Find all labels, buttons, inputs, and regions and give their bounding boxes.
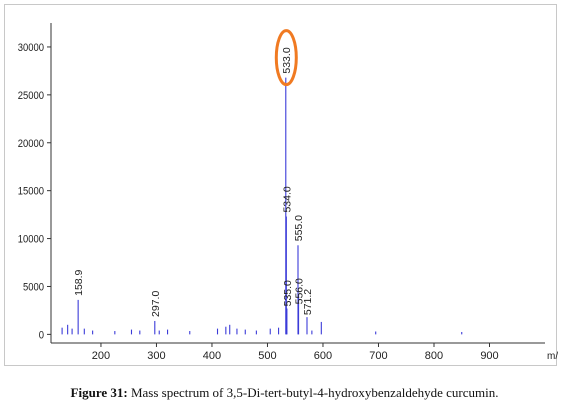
- x-tick-label: 500: [258, 350, 276, 362]
- x-tick-label: 800: [425, 350, 443, 362]
- chart-frame: 0 5000 10000 15000 20000 25000 30000 200 300 400 5…: [4, 4, 558, 366]
- x-tick-label: 200: [92, 350, 110, 362]
- y-tick-label: 20000: [18, 138, 45, 150]
- x-tick-label: 400: [203, 350, 221, 362]
- peak-label: 571.2: [302, 289, 314, 315]
- y-tick-label: 25000: [18, 90, 45, 102]
- caption-label: Figure 31:: [70, 385, 128, 400]
- axes: 0 5000 10000 15000 20000 25000 30000 200 300 400 5…: [18, 23, 558, 362]
- x-tick-label: 300: [147, 350, 165, 362]
- y-tick-label: 5000: [23, 282, 44, 294]
- x-axis-title: m/z: [547, 351, 558, 362]
- highlight-ring: [274, 29, 298, 87]
- x-tick-label: 600: [314, 350, 332, 362]
- y-tick-label: 0: [39, 330, 45, 342]
- peak-label: 534.0: [281, 186, 293, 212]
- y-tick-label: 15000: [18, 186, 45, 198]
- x-tick-label: 900: [480, 350, 498, 362]
- peak-label: 297.0: [150, 291, 162, 317]
- peak-label: 535.0: [282, 280, 294, 306]
- peak-label: 555.0: [293, 215, 305, 241]
- mass-spectrum-chart: 0 5000 10000 15000 20000 25000 30000 200 300 400 5…: [18, 23, 558, 362]
- figure-caption: Figure 31: Mass spectrum of 3,5-Di-tert-…: [0, 385, 569, 401]
- peak-label: 533.0: [281, 47, 293, 73]
- y-tick-label: 30000: [18, 42, 45, 54]
- peak-label: 556.0: [294, 278, 306, 304]
- peak-label: 158.9: [73, 269, 85, 295]
- caption-text: Mass spectrum of 3,5-Di-tert-butyl-4-hyd…: [127, 385, 499, 400]
- spectrum-lines: [61, 77, 463, 335]
- highlight-group: [274, 29, 298, 87]
- y-tick-label: 10000: [18, 234, 45, 246]
- x-tick-label: 700: [369, 350, 387, 362]
